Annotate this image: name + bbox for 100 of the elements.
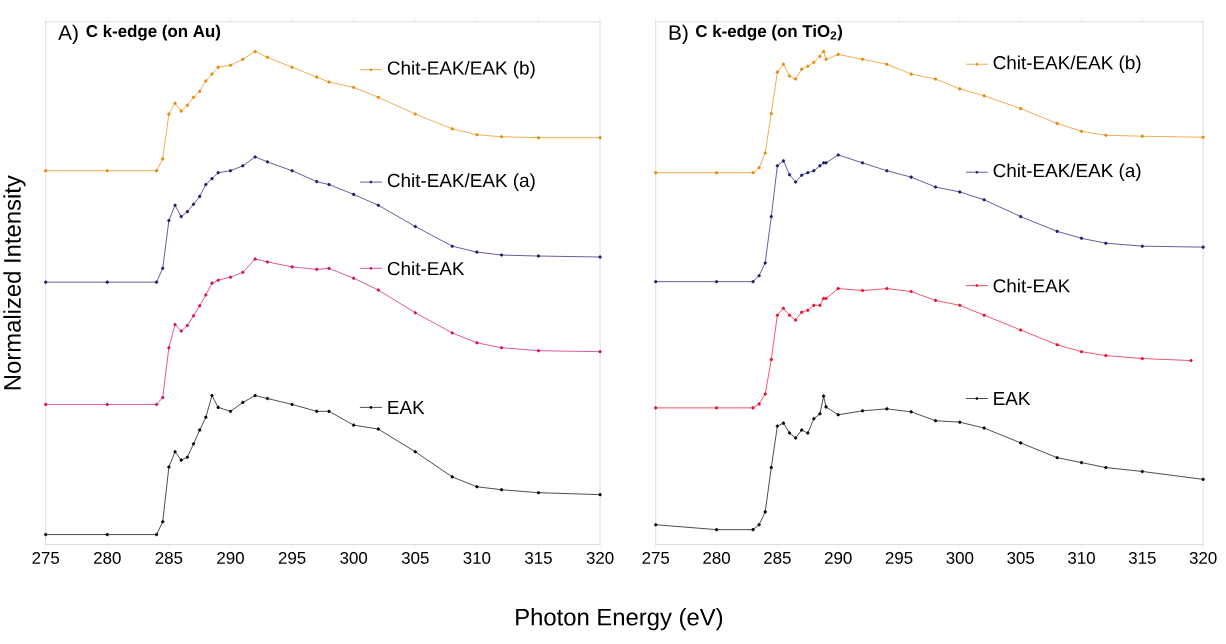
point bbox=[450, 244, 454, 248]
point bbox=[781, 62, 786, 66]
point bbox=[216, 278, 220, 282]
point bbox=[885, 287, 889, 291]
point bbox=[885, 169, 889, 173]
point bbox=[228, 409, 233, 414]
point bbox=[161, 157, 165, 161]
x-tick-label: 275 bbox=[32, 552, 60, 564]
point bbox=[1079, 350, 1084, 354]
point bbox=[714, 528, 719, 532]
point bbox=[757, 402, 761, 406]
point bbox=[714, 406, 719, 410]
x-tick-label: 320 bbox=[1189, 552, 1217, 564]
point bbox=[204, 415, 208, 419]
point bbox=[210, 394, 214, 398]
point bbox=[818, 54, 822, 59]
point bbox=[253, 49, 257, 54]
point bbox=[757, 166, 761, 170]
point bbox=[327, 409, 331, 414]
point bbox=[198, 428, 202, 432]
point bbox=[290, 65, 294, 69]
point bbox=[800, 310, 804, 314]
point bbox=[598, 350, 602, 354]
legend-label: EAK bbox=[388, 401, 425, 414]
point bbox=[793, 77, 798, 81]
point bbox=[824, 57, 828, 62]
point bbox=[105, 169, 109, 173]
point bbox=[836, 287, 840, 291]
point bbox=[818, 164, 822, 168]
legend-label: Chit-EAK bbox=[387, 261, 465, 276]
legend-label: Chit-EAK/EAK (b) bbox=[993, 55, 1141, 74]
point bbox=[413, 112, 417, 116]
point bbox=[781, 421, 786, 425]
point bbox=[185, 455, 190, 459]
point bbox=[376, 288, 380, 292]
point bbox=[1104, 465, 1108, 470]
point bbox=[860, 161, 865, 165]
x-tick-label: 295 bbox=[885, 552, 913, 564]
point bbox=[781, 159, 786, 163]
point bbox=[315, 180, 319, 184]
chart-title: C k-edge (on TiO$_{2}$) bbox=[696, 24, 842, 41]
point bbox=[763, 392, 767, 396]
point bbox=[769, 112, 773, 116]
point bbox=[598, 255, 602, 259]
point bbox=[450, 331, 454, 335]
point bbox=[1055, 121, 1059, 126]
point bbox=[933, 185, 938, 189]
point bbox=[167, 346, 171, 350]
point bbox=[1019, 107, 1023, 111]
point bbox=[1055, 343, 1059, 347]
point bbox=[800, 428, 804, 432]
point bbox=[290, 265, 294, 269]
point bbox=[769, 465, 773, 470]
point bbox=[654, 280, 658, 284]
legend-label: Chit-EAK bbox=[993, 278, 1071, 293]
point bbox=[327, 80, 331, 84]
point bbox=[775, 313, 780, 317]
point bbox=[818, 303, 822, 308]
point bbox=[885, 407, 889, 411]
point bbox=[499, 346, 504, 350]
point bbox=[793, 318, 798, 322]
point bbox=[475, 250, 479, 254]
point bbox=[167, 465, 171, 469]
point bbox=[933, 77, 938, 81]
point bbox=[161, 520, 165, 524]
point bbox=[812, 169, 816, 173]
point bbox=[982, 426, 986, 430]
point bbox=[751, 280, 755, 284]
point bbox=[821, 161, 826, 165]
point bbox=[1079, 461, 1084, 465]
point bbox=[44, 280, 48, 284]
point bbox=[210, 72, 214, 76]
point bbox=[536, 491, 541, 495]
point bbox=[105, 402, 109, 407]
point bbox=[806, 308, 810, 312]
x-axis-title: Photon Energy (eV) bbox=[516, 608, 723, 631]
point bbox=[413, 311, 417, 315]
point bbox=[812, 303, 816, 308]
point bbox=[154, 280, 159, 284]
point bbox=[450, 475, 454, 479]
point bbox=[191, 202, 196, 206]
point bbox=[315, 409, 319, 414]
point bbox=[775, 70, 780, 74]
point bbox=[769, 358, 773, 362]
x-tick-label: 285 bbox=[155, 552, 183, 564]
point bbox=[806, 64, 810, 68]
point bbox=[253, 257, 257, 261]
point bbox=[154, 402, 159, 407]
point bbox=[933, 419, 938, 423]
point bbox=[228, 63, 233, 67]
chart-title: C k-edge (on Au) bbox=[86, 24, 221, 41]
point bbox=[179, 215, 183, 219]
point bbox=[836, 153, 840, 157]
x-tick-label: 280 bbox=[703, 552, 730, 564]
point bbox=[475, 133, 479, 137]
point bbox=[352, 192, 356, 197]
point bbox=[598, 493, 602, 497]
point bbox=[327, 183, 331, 187]
point bbox=[265, 260, 270, 264]
point bbox=[44, 402, 48, 407]
